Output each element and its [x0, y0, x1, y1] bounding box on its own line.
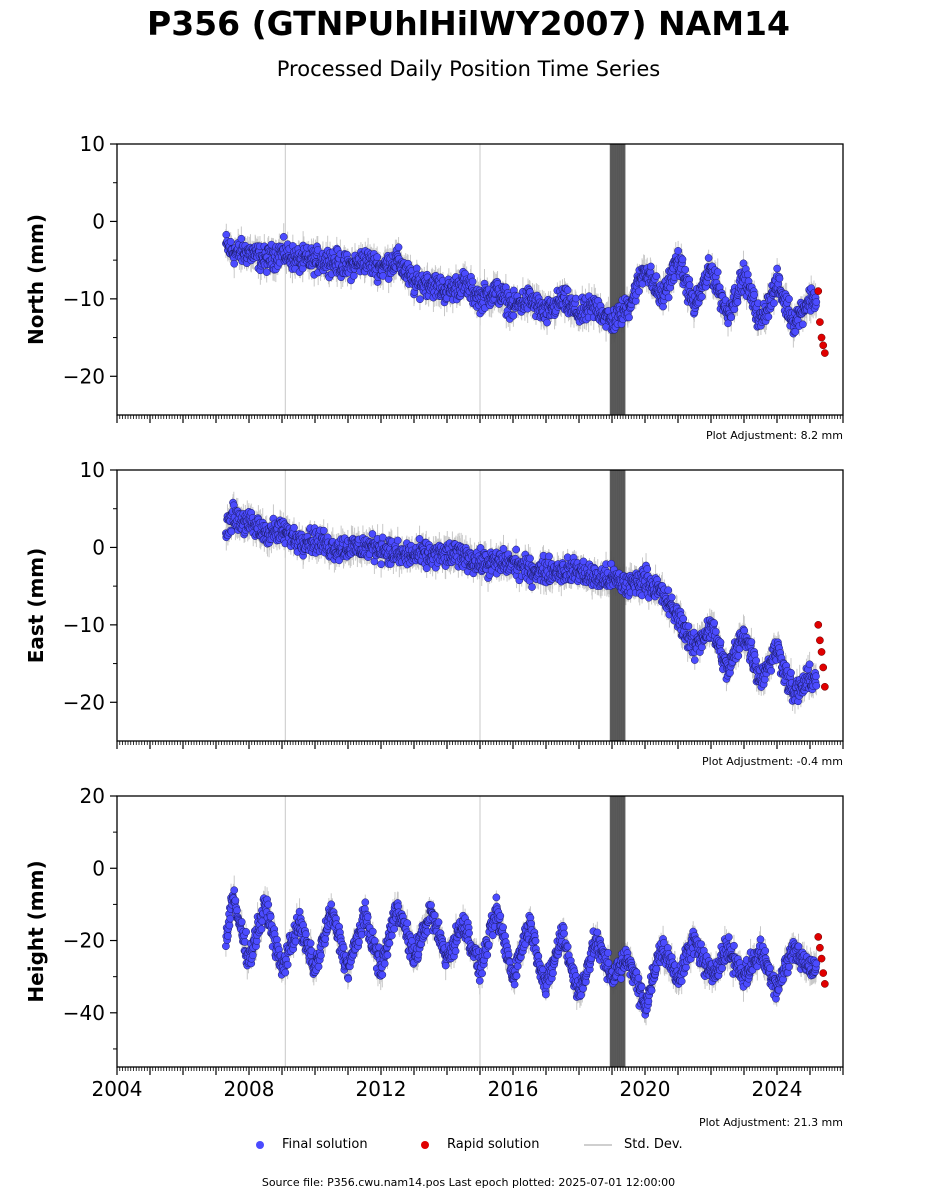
page-subtitle: Processed Daily Position Time Series — [276, 57, 661, 81]
final-point — [543, 318, 551, 327]
final-point — [770, 299, 778, 307]
final-point — [635, 287, 643, 296]
plot-area — [222, 144, 829, 415]
final-point — [724, 319, 732, 328]
rapid-point — [821, 349, 829, 357]
final-point — [750, 290, 759, 299]
final-point — [704, 254, 713, 262]
final-point — [791, 327, 800, 336]
final-point — [416, 295, 424, 304]
final-point — [227, 527, 236, 536]
final-point — [685, 281, 694, 290]
final-point — [775, 274, 784, 283]
y-tick-label: 10 — [80, 132, 105, 156]
final-point — [733, 298, 742, 306]
final-point — [237, 234, 246, 243]
final-point — [727, 313, 736, 322]
final-point — [646, 262, 655, 271]
final-point — [349, 271, 358, 280]
final-point — [652, 272, 661, 281]
final-point — [713, 268, 722, 276]
final-point — [743, 270, 752, 279]
final-point — [222, 230, 231, 239]
final-point — [373, 253, 382, 261]
y-tick-label: 0 — [92, 209, 105, 233]
final-point — [678, 255, 687, 264]
rapid-point — [816, 318, 824, 326]
final-point — [563, 286, 572, 295]
final-point — [290, 523, 298, 532]
final-point — [764, 312, 773, 321]
y-tick-label: −10 — [63, 287, 105, 311]
final-point — [812, 298, 821, 306]
page-title: P356 (GTNPUhlHilWY2007) NAM14 — [147, 4, 790, 43]
final-point — [785, 295, 793, 303]
final-point — [698, 292, 706, 301]
final-point — [279, 232, 288, 241]
final-point — [572, 294, 580, 303]
final-point — [799, 320, 807, 329]
final-point — [262, 268, 271, 276]
final-point — [681, 265, 690, 274]
rapid-point — [817, 333, 826, 342]
final-point — [625, 313, 633, 322]
plot-area — [222, 470, 829, 741]
rapid-point — [819, 341, 828, 350]
final-point — [468, 277, 477, 286]
y-tick-label: −20 — [63, 364, 105, 388]
rapid-point — [814, 287, 823, 295]
plot-adjustment: Plot Adjustment: 8.2 mm — [706, 429, 843, 442]
final-point — [394, 243, 403, 252]
final-point — [664, 293, 673, 302]
final-point — [509, 311, 518, 320]
final-point — [773, 264, 781, 273]
panel-0: 10 0 −10 −20 North (mm) Plot Adjustment: 8.2 … — [24, 132, 844, 442]
final-point — [674, 247, 682, 255]
final-point — [226, 237, 235, 246]
final-point — [230, 259, 239, 268]
y-axis-label: North (mm) — [24, 214, 48, 345]
